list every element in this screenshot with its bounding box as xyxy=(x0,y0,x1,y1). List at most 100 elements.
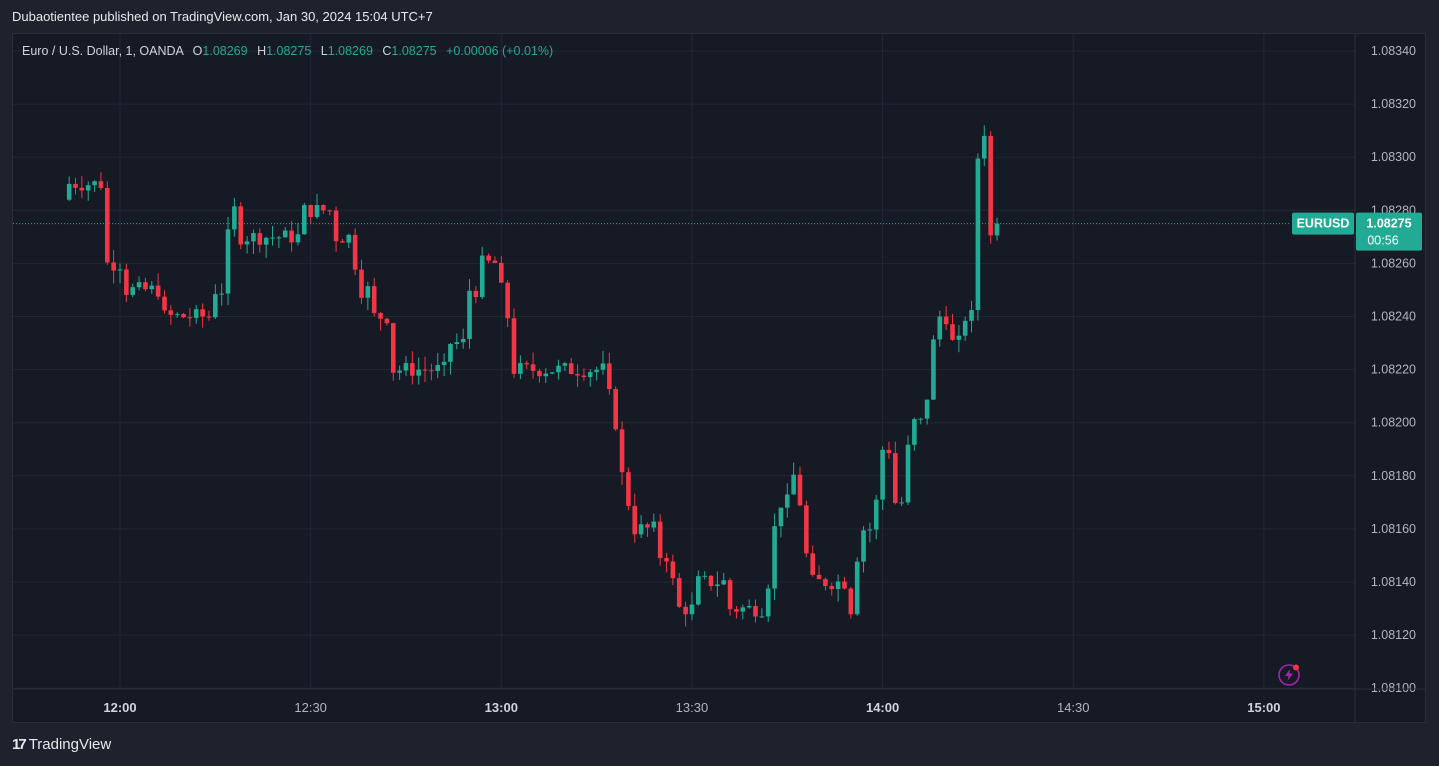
candle-body xyxy=(327,210,333,212)
candle-body xyxy=(492,260,498,263)
candle-body xyxy=(98,181,104,188)
candle-body xyxy=(486,255,491,261)
candle-body xyxy=(823,579,828,587)
y-tick-label: 1.08160 xyxy=(1371,522,1416,536)
candle-body xyxy=(117,269,123,271)
candle-body xyxy=(626,472,631,506)
candle-body xyxy=(880,449,885,500)
candle-body xyxy=(187,317,193,319)
tv-logo-icon: 17 xyxy=(12,736,27,753)
candle-body xyxy=(600,363,606,370)
high-label: H xyxy=(257,44,267,58)
ohlc-legend: Euro / U.S. Dollar, 1, OANDA O 1.08269 H1… xyxy=(22,44,553,58)
candle-body xyxy=(270,237,275,239)
low-value: 1.08269 xyxy=(327,44,373,58)
candle-body xyxy=(346,234,352,243)
candle-body xyxy=(607,363,612,390)
candle-body xyxy=(219,293,224,295)
candle-body xyxy=(467,290,472,340)
price-tag-value: 1.08275 xyxy=(1366,217,1411,231)
candle-body xyxy=(276,237,282,239)
candle-body xyxy=(244,241,250,245)
candle-body xyxy=(403,363,409,371)
candle-body xyxy=(136,282,142,288)
candle-body xyxy=(168,310,174,315)
candle-body xyxy=(397,370,402,373)
y-tick-label: 1.08180 xyxy=(1371,469,1416,483)
candle-body xyxy=(657,521,663,559)
y-tick-label: 1.08120 xyxy=(1371,628,1416,642)
candle-body xyxy=(873,499,879,530)
candle-body xyxy=(321,205,326,211)
candle-body xyxy=(632,505,638,535)
candle-body xyxy=(499,262,504,283)
candle-body xyxy=(962,320,968,336)
candle-body xyxy=(645,524,650,528)
candle-body xyxy=(893,453,898,503)
y-tick-label: 1.08220 xyxy=(1371,363,1416,377)
candle-body xyxy=(130,287,136,295)
y-tick-label: 1.08140 xyxy=(1371,575,1416,589)
candle-body xyxy=(73,183,78,188)
candle-body xyxy=(301,205,307,235)
candle-body xyxy=(740,607,746,612)
open-label: O xyxy=(192,44,203,58)
publisher-line: Dubaotientee published on TradingView.co… xyxy=(12,9,433,24)
candle-body xyxy=(251,233,256,242)
candle-body xyxy=(378,313,383,319)
candle-body xyxy=(734,609,739,612)
candle-body xyxy=(861,530,866,562)
candle-body xyxy=(505,282,510,319)
candle-body xyxy=(511,318,517,374)
chart-frame[interactable] xyxy=(12,33,1426,723)
candle-body xyxy=(651,521,657,528)
candle-body xyxy=(384,318,390,324)
candle-body xyxy=(759,616,765,618)
candle-body xyxy=(333,210,339,242)
lightning-icon[interactable] xyxy=(1277,663,1301,687)
candle-body xyxy=(727,580,733,610)
candle-body xyxy=(721,580,727,585)
change-value: +0.00006 (+0.01%) xyxy=(446,44,554,58)
candle-body xyxy=(359,269,364,298)
candle-body xyxy=(956,335,962,340)
candle-body xyxy=(778,507,784,527)
x-tick-label: 13:30 xyxy=(676,700,709,715)
candle-body xyxy=(181,314,186,318)
candle-body xyxy=(594,369,599,373)
candle-body xyxy=(390,323,396,373)
candle-body xyxy=(804,505,809,554)
candle-body xyxy=(314,205,320,217)
candle-body xyxy=(371,286,377,314)
candle-body xyxy=(950,324,955,340)
candle-body xyxy=(429,370,434,372)
candle-body xyxy=(587,372,593,378)
candle-body xyxy=(193,309,199,318)
candle-body xyxy=(549,372,555,374)
candle-body xyxy=(664,558,669,562)
candle-body xyxy=(829,586,835,590)
candle-body xyxy=(556,365,561,373)
candle-body xyxy=(715,584,720,587)
high-value: 1.08275 xyxy=(266,44,312,58)
candle-body xyxy=(225,229,231,294)
candle-body xyxy=(568,363,574,375)
candle-body xyxy=(410,363,415,376)
instrument-label: Euro / U.S. Dollar, 1, OANDA xyxy=(22,44,184,58)
candle-body xyxy=(746,605,752,608)
candle-body xyxy=(905,444,911,503)
tradingview-logo[interactable]: 17 TradingView xyxy=(12,736,111,753)
x-tick-label: 14:00 xyxy=(866,700,899,715)
candle-body xyxy=(575,374,580,376)
candle-body xyxy=(85,185,91,191)
candle-body xyxy=(232,206,237,230)
candle-body xyxy=(810,553,815,575)
candle-body xyxy=(912,419,917,445)
candle-body xyxy=(670,561,676,579)
candle-body xyxy=(753,605,758,617)
candle-body xyxy=(92,181,97,186)
candle-body xyxy=(282,230,288,238)
candle-body xyxy=(867,529,873,531)
brand-label: TradingView xyxy=(28,736,112,753)
